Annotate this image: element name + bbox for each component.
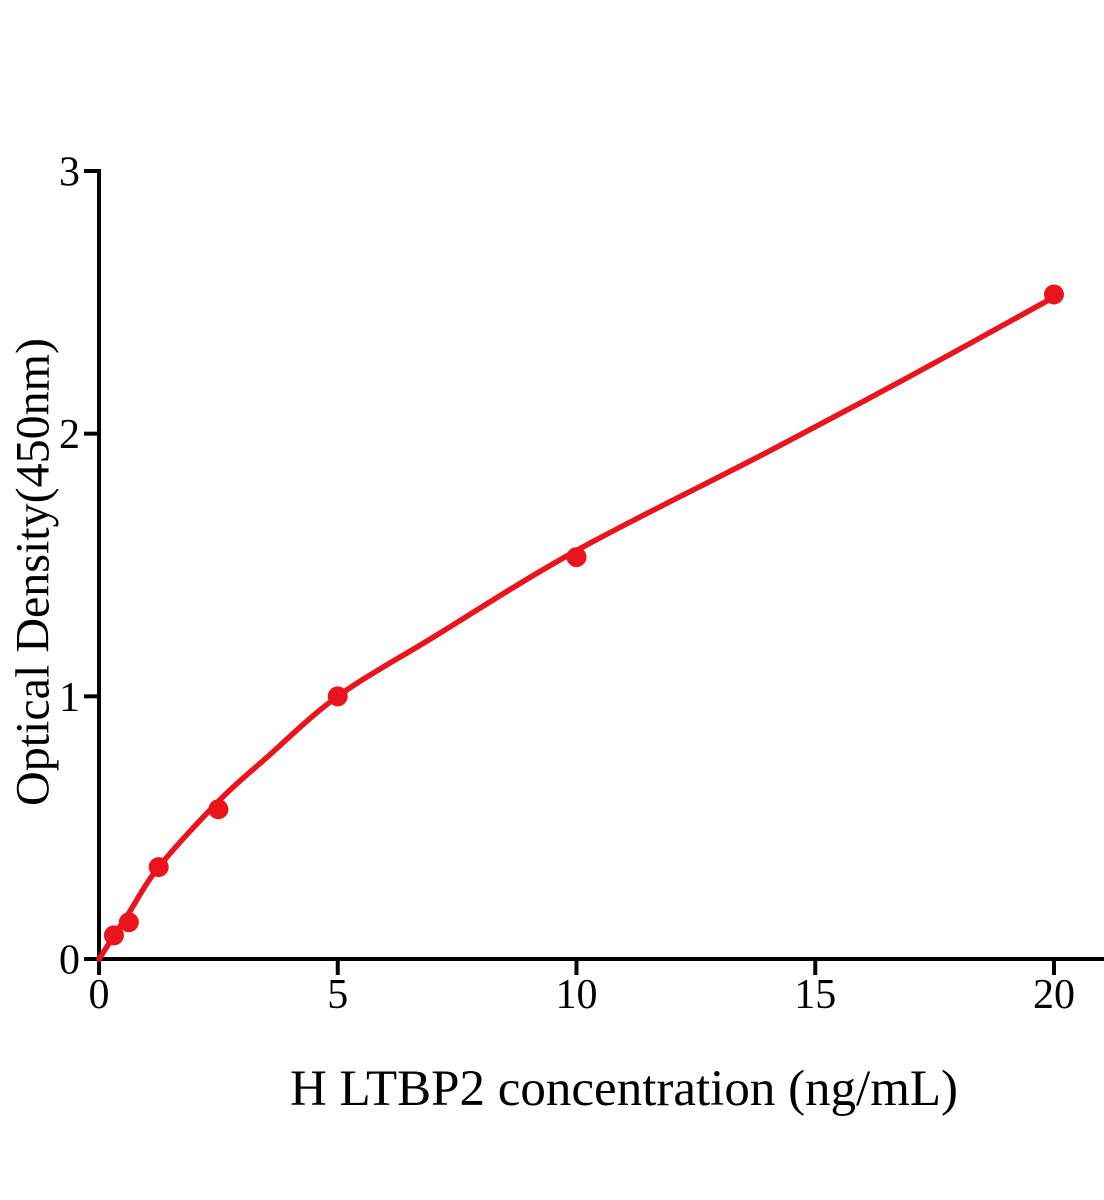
x-tick-label: 5 (327, 972, 348, 1018)
x-tick-label: 0 (89, 972, 110, 1018)
axes-layer: 0 1 2 3 0 5 10 15 20 (59, 149, 1104, 1018)
x-tick-label: 20 (1033, 972, 1075, 1018)
data-point (118, 912, 139, 933)
y-tick-label: 2 (59, 412, 80, 458)
data-point (208, 799, 229, 820)
x-axis-title: H LTBP2 concentration (ng/mL) (289, 1061, 959, 1117)
x-tick-label: 10 (556, 972, 598, 1018)
y-axis-title: Optical Density(450nm) (6, 338, 60, 806)
y-tick-label: 3 (59, 149, 80, 195)
y-tick-label: 1 (59, 675, 80, 721)
data-point (1044, 284, 1064, 305)
fit-curve (96, 294, 1057, 962)
data-point (566, 547, 587, 568)
x-tick-label: 15 (794, 972, 836, 1018)
y-tick-label: 0 (59, 937, 80, 983)
data-point (327, 686, 348, 707)
data-point (103, 925, 124, 946)
data-point (148, 857, 169, 878)
series-layer (96, 284, 1064, 962)
